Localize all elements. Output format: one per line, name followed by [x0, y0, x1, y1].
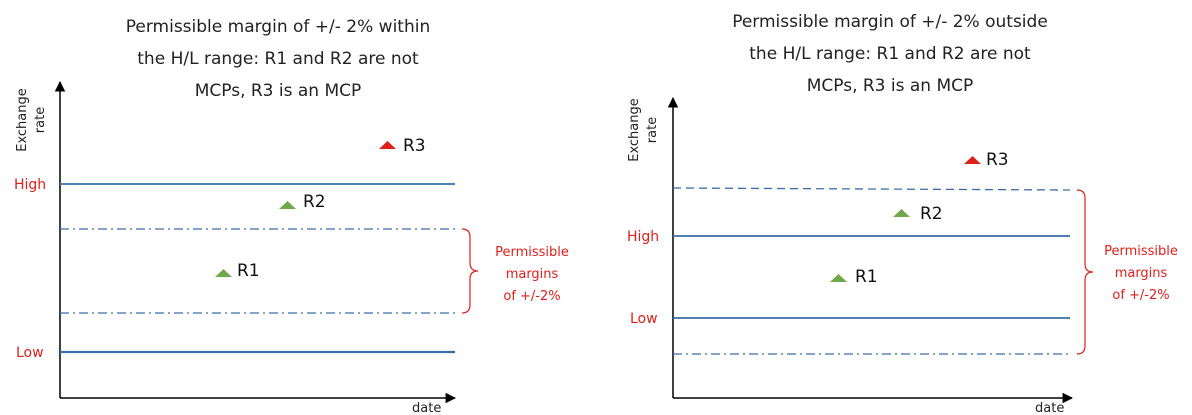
- left-title-line-2: the H/L range: R1 and R2 are not: [137, 49, 419, 69]
- left-title-line-1: Permissible margin of +/- 2% within: [126, 17, 431, 37]
- left-r1-marker: [215, 269, 232, 277]
- left-panel: Permissible margin of +/- 2% within the …: [14, 17, 569, 415]
- right-bracket-label-line-3: of +/-2%: [1112, 288, 1169, 303]
- right-r3-marker: [964, 156, 981, 164]
- right-y-axis-label-line-2: rate: [645, 117, 660, 143]
- right-x-axis-label: date: [1035, 401, 1064, 415]
- right-upper-margin-line: [672, 187, 1071, 191]
- right-r2-marker: [893, 209, 910, 217]
- right-title-line-1: Permissible margin of +/- 2% outside: [732, 12, 1048, 32]
- left-r3-label: R3: [403, 136, 426, 156]
- right-r2-label: R2: [920, 204, 943, 224]
- right-y-axis-label-line-1: Exchange: [627, 98, 642, 162]
- left-bracket-label-line-2: margins: [506, 267, 559, 282]
- left-r2-marker: [279, 201, 296, 209]
- left-y-axis-label-line-1: Exchange: [15, 88, 30, 152]
- right-r3-label: R3: [986, 150, 1009, 170]
- left-high-label: High: [14, 177, 46, 193]
- right-title-line-3: MCPs, R3 is an MCP: [807, 76, 974, 96]
- right-margin-bracket: [1076, 189, 1094, 355]
- right-r1-label: R1: [855, 267, 878, 287]
- right-r1-marker: [830, 274, 847, 282]
- left-r3-marker: [379, 141, 396, 149]
- right-low-label: Low: [630, 311, 658, 327]
- left-y-axis-label-line-2: rate: [33, 107, 48, 133]
- left-x-axis-label: date: [412, 401, 441, 415]
- left-r1-label: R1: [237, 261, 260, 281]
- left-margin-bracket: [461, 228, 479, 314]
- left-r2-label: R2: [303, 192, 326, 212]
- right-high-label: High: [627, 229, 659, 245]
- left-bracket-label-line-3: of +/-2%: [503, 289, 560, 304]
- left-title-line-3: MCPs, R3 is an MCP: [195, 81, 362, 101]
- right-bracket-label-line-2: margins: [1115, 266, 1168, 281]
- right-bracket-label-line-1: Permissible: [1104, 244, 1178, 259]
- left-bracket-label-line-1: Permissible: [495, 245, 569, 260]
- left-low-label: Low: [16, 345, 44, 361]
- right-panel: Permissible margin of +/- 2% outside the…: [627, 12, 1178, 415]
- right-title-line-2: the H/L range: R1 and R2 are not: [749, 44, 1031, 64]
